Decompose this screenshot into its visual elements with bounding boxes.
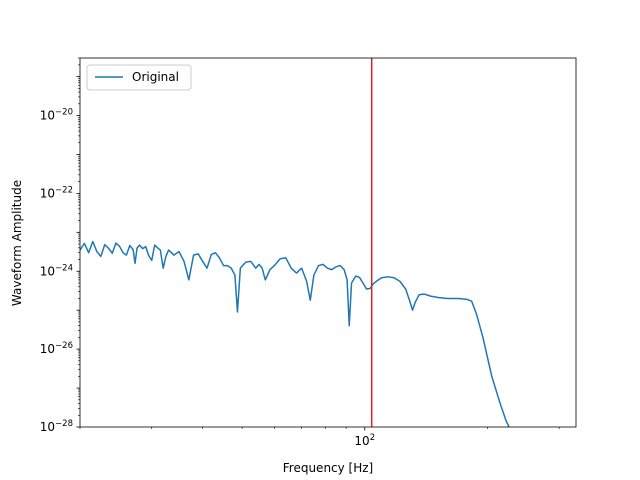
y-tick-label: 10−26 (40, 341, 73, 356)
x-tick-label: 102 (354, 433, 375, 448)
series-layer (80, 240, 510, 427)
legend-box (86, 64, 192, 91)
legend-label-original: Original (132, 70, 179, 84)
y-tick-label: 10−28 (40, 419, 73, 434)
series-line-0 (80, 240, 510, 427)
y-tick-label: 10−22 (40, 185, 73, 200)
plot-frame (79, 57, 577, 428)
y-axis-ticks: 10−28 10−26 10−24 10−22 10−20 (40, 57, 80, 434)
y-tick-label: 10−24 (40, 263, 73, 278)
legend: Original (86, 64, 192, 91)
x-axis-ticks: 102 (79, 427, 560, 448)
x-axis-label: Frequency [Hz] (283, 461, 374, 475)
y-tick-label: 10−20 (40, 108, 73, 123)
y-axis-label: Waveform Amplitude (10, 180, 24, 306)
